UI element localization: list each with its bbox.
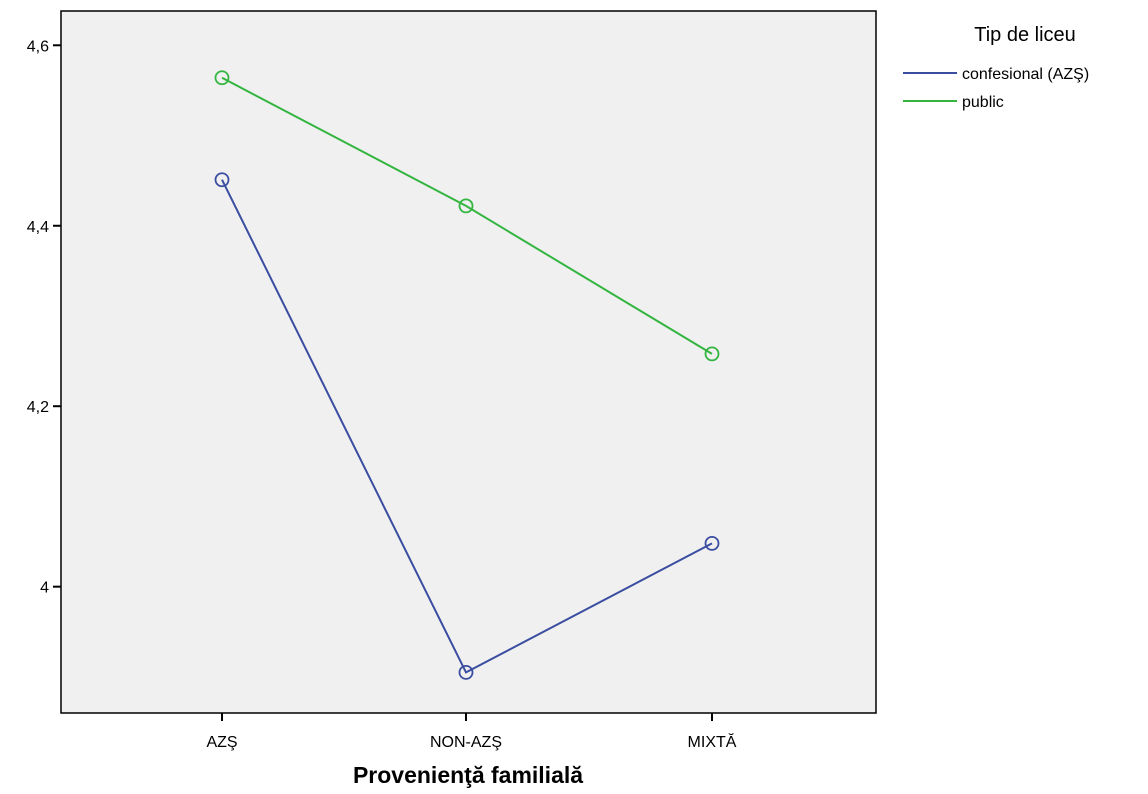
plot-area [60, 10, 877, 714]
x-tick-label: MIXTĂ [688, 732, 737, 751]
x-axis: AZŞ NON-AZŞ MIXTĂ [206, 713, 737, 751]
data-point [458, 664, 474, 680]
x-tick-label: NON-AZŞ [430, 734, 502, 751]
data-point [704, 535, 720, 551]
data-point [704, 346, 720, 362]
series-line [221, 179, 713, 674]
x-tick-label: AZŞ [206, 734, 237, 751]
legend-entry: confesional (AZŞ) [962, 66, 1089, 83]
data-point [214, 172, 230, 188]
y-axis: 4 4,2 4,4 4,6 [27, 38, 61, 597]
data-point [214, 70, 230, 86]
x-axis-label: Provenienţă familială [353, 762, 583, 788]
legend: Tip de liceu confesional (AZŞ) public [903, 24, 1089, 111]
y-tick-label: 4,2 [27, 399, 49, 416]
y-tick-label: 4,6 [27, 38, 49, 55]
legend-title: Tip de liceu [974, 24, 1076, 46]
y-tick-label: 4 [40, 580, 49, 597]
data-point [458, 198, 474, 214]
y-tick-label: 4,4 [27, 219, 49, 236]
series-layer [214, 70, 720, 680]
series-line [221, 76, 713, 355]
legend-entry: public [962, 94, 1004, 111]
